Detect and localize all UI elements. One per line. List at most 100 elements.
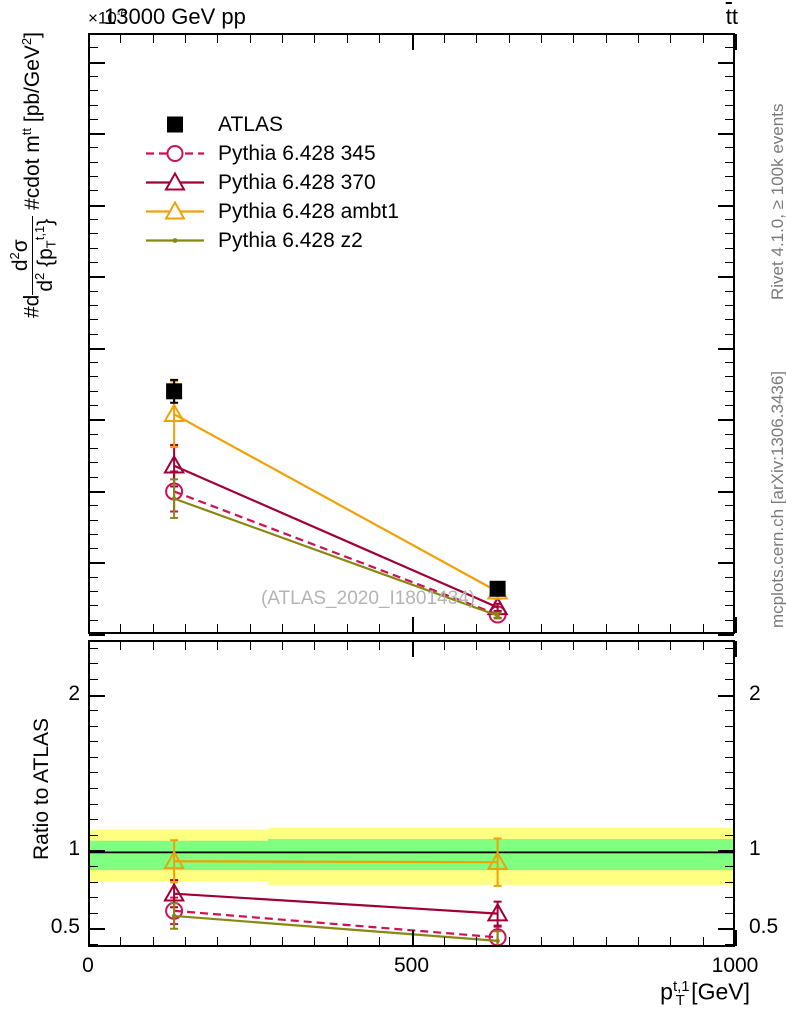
axis-tick (541, 641, 542, 650)
axis-tick (89, 520, 98, 521)
ratio-y-axis-tick-label: 1 (749, 837, 761, 861)
axis-tick (725, 248, 734, 249)
axis-tick (725, 897, 734, 898)
axis-tick (89, 605, 98, 606)
axis-tick (725, 620, 734, 621)
axis-tick (725, 788, 734, 789)
axis-tick (120, 34, 121, 43)
axis-tick (89, 319, 98, 320)
axis-tick (509, 937, 510, 946)
axis-tick (89, 757, 98, 758)
axis-tick (89, 362, 98, 363)
legend-triangle-icon (164, 171, 186, 191)
axis-tick (185, 34, 186, 43)
axis-tick (185, 624, 186, 633)
axis-tick (89, 462, 98, 463)
axis-tick (725, 534, 734, 535)
axis-tick (725, 90, 734, 91)
axis-tick (725, 605, 734, 606)
legend-label: Pythia 6.428 ambt1 (218, 199, 399, 223)
axis-tick (89, 850, 105, 852)
series-marker (163, 402, 186, 423)
legend-label: Pythia 6.428 370 (218, 170, 376, 194)
axis-tick (282, 641, 283, 650)
ratio-y-axis-tick-label: 0.5 (749, 915, 779, 939)
axis-tick (89, 434, 98, 435)
axis-tick (89, 866, 98, 867)
uncertainty-band-inner-uncertainty (267, 838, 733, 871)
axis-tick (89, 334, 98, 335)
axis-tick (541, 937, 542, 946)
axis-tick (735, 641, 737, 657)
ratio-marker (495, 938, 500, 944)
legend-key-solid-triangle (144, 168, 206, 197)
axis-tick (185, 641, 186, 650)
axis-tick (725, 462, 734, 463)
axis-tick (314, 641, 315, 650)
legend-item: Pythia 6.428 z2 (144, 226, 399, 255)
axis-tick (89, 147, 98, 148)
atlas-marker (489, 580, 506, 597)
axis-tick (725, 663, 734, 664)
ratio-marker (171, 913, 177, 919)
axis-tick (89, 419, 105, 421)
axis-tick (725, 726, 734, 727)
axis-tick (314, 34, 315, 43)
axis-tick (725, 434, 734, 435)
axis-tick (725, 804, 734, 805)
axis-tick (725, 147, 734, 148)
axis-tick (89, 548, 98, 549)
axis-tick (725, 577, 734, 578)
axis-tick (89, 391, 98, 392)
axis-tick (638, 34, 639, 43)
axis-tick (250, 34, 251, 43)
axis-tick (725, 866, 734, 867)
axis-tick (89, 634, 105, 636)
axis-tick (725, 757, 734, 758)
series-marker (171, 496, 177, 501)
axis-tick (703, 641, 704, 650)
axis-tick (718, 133, 734, 135)
axis-tick (89, 648, 98, 649)
legend-key-solid-dot (144, 226, 206, 255)
axis-tick (89, 33, 98, 34)
ratio-marker (486, 902, 509, 922)
legend-key-glyph (146, 200, 204, 220)
axis-tick (670, 34, 671, 43)
axis-tick (725, 944, 734, 945)
axis-tick (476, 641, 477, 650)
axis-tick (509, 34, 510, 43)
axis-tick (379, 624, 380, 633)
axis-tick (606, 641, 607, 650)
axis-tick (120, 641, 121, 650)
axis-tick (638, 641, 639, 650)
series-line-1 (173, 490, 499, 616)
ratio-series-line-2 (174, 860, 498, 864)
axis-tick (89, 90, 98, 91)
axis-tick (217, 937, 218, 946)
axis-tick (89, 205, 105, 207)
ratio-y-axis-tick-labels-right: 0.5 1 2 (741, 0, 786, 1000)
legend-key-glyph (146, 145, 204, 162)
axis-tick (573, 624, 574, 633)
axis-tick (314, 937, 315, 946)
axis-tick (347, 34, 348, 43)
axis-tick (314, 624, 315, 633)
axis-tick (718, 62, 734, 64)
axis-tick (725, 772, 734, 773)
axis-tick (89, 679, 98, 680)
axis-tick (379, 34, 380, 43)
axis-tick (718, 205, 734, 207)
axis-tick (725, 162, 734, 163)
ratio-series-line-1 (174, 892, 498, 915)
ratio-y-axis-tick-labels-left: 0.5 1 2 (0, 0, 82, 1000)
ratio-marker (486, 850, 509, 870)
axis-tick (725, 33, 734, 34)
ratio-y-axis-tick-label: 0.5 (50, 915, 80, 939)
axis-tick (725, 119, 734, 120)
axis-tick (379, 937, 380, 946)
ratio-plot-panel (88, 640, 735, 947)
axis-tick (89, 291, 98, 292)
x-axis-tick-label: 500 (393, 954, 430, 977)
